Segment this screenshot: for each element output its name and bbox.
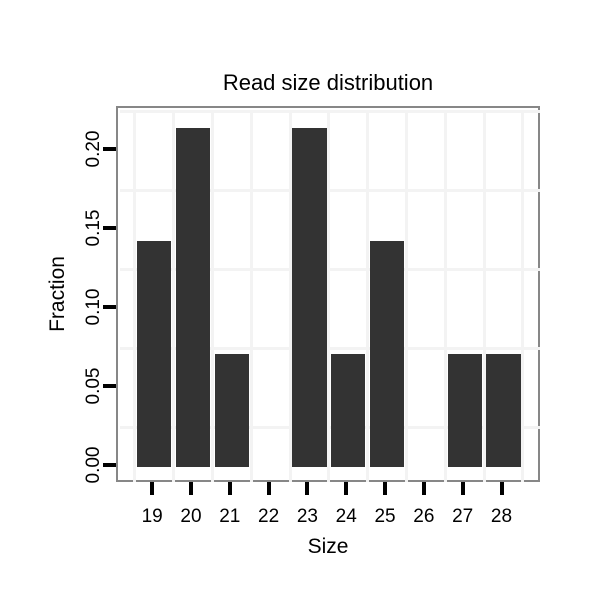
y-tick-label: 0.00 — [83, 446, 104, 484]
x-tick-mark — [383, 482, 388, 495]
bar-size-23 — [292, 128, 327, 467]
plot-panel — [116, 106, 540, 482]
x-tick-mark — [460, 482, 465, 495]
bar-size-27 — [447, 354, 482, 467]
x-tick-mark — [305, 482, 310, 495]
y-tick-mark — [103, 304, 116, 309]
grid-line-vertical — [521, 110, 525, 482]
grid-line-vertical — [443, 110, 447, 482]
bar-size-24 — [331, 354, 366, 467]
x-tick-mark — [499, 482, 504, 495]
y-tick-label: 0.15 — [83, 209, 104, 247]
x-tick-label: 23 — [296, 506, 318, 527]
x-tick-mark — [421, 482, 426, 495]
grid-line-vertical — [327, 110, 331, 482]
bar-size-28 — [486, 354, 521, 467]
x-tick-label: 26 — [413, 506, 435, 527]
bar-size-20 — [175, 128, 211, 467]
x-tick-label: 19 — [141, 506, 163, 527]
grid-line-horizontal — [120, 267, 540, 271]
grid-line-vertical — [172, 110, 176, 482]
grid-line-horizontal — [120, 188, 540, 192]
x-tick-mark — [150, 482, 155, 495]
x-tick-label: 28 — [490, 506, 513, 527]
bar-size-21 — [214, 354, 249, 467]
grid-line-vertical — [404, 110, 408, 482]
x-tick-mark — [344, 482, 349, 495]
x-axis-title: Size — [307, 535, 349, 558]
y-tick-mark — [103, 462, 116, 467]
y-tick-label: 0.20 — [83, 130, 104, 168]
x-tick-label: 21 — [219, 506, 241, 527]
grid-line-horizontal — [120, 109, 540, 113]
grid-line-vertical — [133, 110, 137, 482]
y-tick-mark — [103, 383, 116, 388]
grid-line-horizontal — [120, 346, 540, 350]
y-tick-label: 0.05 — [83, 367, 104, 405]
y-tick-mark — [103, 225, 116, 230]
y-tick-mark — [103, 146, 116, 151]
x-tick-label: 22 — [258, 506, 280, 527]
y-axis-title: Fraction — [46, 256, 69, 332]
grid-line-vertical — [210, 110, 214, 482]
x-tick-label: 27 — [452, 506, 474, 527]
y-tick-label: 0.10 — [83, 288, 104, 326]
bar-size-19 — [137, 241, 172, 467]
grid-line-vertical — [482, 110, 486, 482]
x-tick-mark — [266, 482, 271, 495]
x-tick-label: 20 — [180, 506, 202, 527]
x-tick-mark — [188, 482, 193, 495]
bar-size-25 — [369, 241, 405, 467]
grid-line-vertical — [288, 110, 292, 482]
x-tick-label: 25 — [374, 506, 396, 527]
grid-line-vertical — [366, 110, 370, 482]
grid-line-vertical — [249, 110, 253, 482]
x-tick-label: 24 — [335, 506, 357, 527]
grid-line-horizontal — [120, 425, 540, 429]
chart-title: Read size distribution — [222, 70, 434, 95]
x-tick-mark — [227, 482, 232, 495]
